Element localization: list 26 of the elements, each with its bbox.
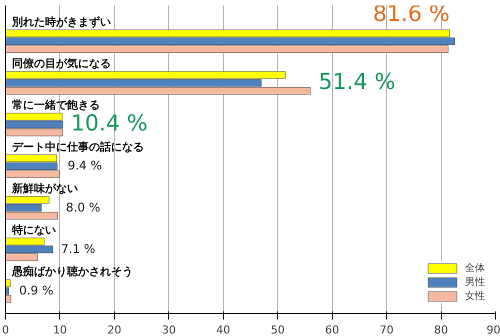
y-tick-label: デート中に仕事の話になる: [12, 140, 144, 154]
x-tick-label: 90: [486, 324, 500, 336]
x-tick-label: 50: [270, 324, 285, 336]
data-label: 7.1 %: [61, 242, 96, 256]
y-tick-label: 特にない: [11, 224, 56, 236]
y-tick-label: 別れた時がきまずい: [11, 15, 112, 28]
y-tick-label: 愚痴ばかり聴かされそう: [11, 265, 134, 278]
y-tick-label: 新鮮味がない: [11, 182, 78, 195]
legend-label: 女性: [465, 290, 485, 303]
legend-label: 男性: [465, 276, 485, 289]
x-tick-label: 20: [107, 324, 122, 336]
data-label: 0.9 %: [19, 284, 54, 298]
y-tick-label: 常に一緒で飽きる: [12, 98, 100, 112]
legend-label: 全体: [465, 262, 485, 275]
x-tick-label: 40: [216, 324, 230, 336]
x-tick-label: 70: [380, 324, 394, 336]
data-label: 10.4 %: [70, 112, 148, 137]
data-label: 51.4 %: [318, 70, 396, 95]
x-tick-label: 80: [434, 324, 448, 336]
data-label: 9.4 %: [68, 158, 102, 173]
data-label: 8.0 %: [66, 200, 100, 214]
x-tick-label: 0: [2, 324, 9, 336]
y-tick-label: 同僚の目が気になる: [12, 57, 112, 70]
x-tick-label: 30: [162, 324, 176, 336]
x-tick-label: 10: [52, 324, 67, 336]
x-tick-label: 60: [325, 324, 340, 336]
